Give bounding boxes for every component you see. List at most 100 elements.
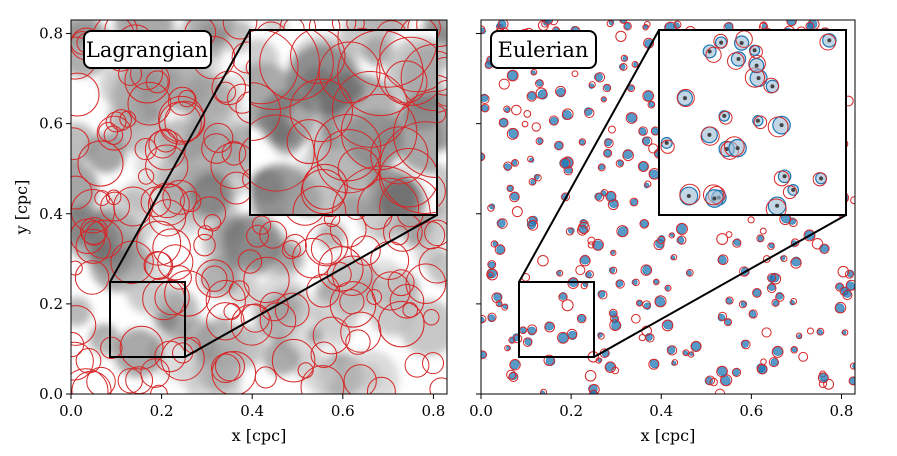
eulerian-red-marker	[709, 377, 718, 387]
eulerian-red-marker	[587, 241, 595, 249]
lagrangian-halo-circle	[274, 292, 310, 328]
eulerian-red-marker	[509, 359, 521, 371]
lagrangian-halo-circle	[366, 289, 383, 305]
eulerian-red-marker	[506, 184, 514, 193]
density-blob	[71, 122, 97, 165]
eulerian-red-marker	[495, 300, 503, 308]
inset-red-marker	[767, 116, 789, 138]
lagrangian-halo-circle	[71, 305, 97, 346]
eulerian-axes-frame	[480, 19, 856, 395]
density-blob	[298, 353, 336, 391]
eulerian-red-marker	[795, 332, 803, 339]
eulerian-red-marker	[767, 242, 775, 250]
lagrangian-halo-circle	[228, 280, 250, 302]
eulerian-red-marker	[668, 232, 675, 239]
eulerian-red-marker	[527, 155, 534, 163]
lagrangian-halo-circle	[153, 128, 178, 153]
lagrangian-label-box: Lagrangian	[83, 30, 212, 69]
eulerian-red-marker	[487, 271, 494, 279]
eulerian-red-marker	[511, 104, 522, 116]
lagrangian-halo-circle	[246, 224, 269, 248]
lagrangian-halo-circle	[259, 220, 288, 249]
lagrangian-x-ticks: 0.0 0.2 0.4 0.6 0.8	[59, 394, 445, 420]
lagrangian-halo-circle	[211, 351, 257, 394]
inset-density-peak	[756, 76, 761, 81]
eulerian-red-marker	[498, 78, 510, 90]
lagrangian-halo-circle	[144, 129, 186, 171]
eulerian-red-marker	[817, 372, 829, 384]
inset-density-peak	[752, 48, 757, 53]
eulerian-red-marker	[644, 180, 652, 188]
lagrangian-halo-circle	[205, 279, 246, 321]
lagrangian-halo-circle	[145, 70, 169, 94]
lagrangian-halo-circle	[297, 362, 314, 379]
eulerian-blue-marker	[539, 390, 546, 394]
inset-density-peak	[735, 146, 740, 151]
eulerian-red-marker	[537, 254, 549, 267]
eulerian-red-marker	[653, 278, 660, 286]
eulerian-red-marker	[619, 62, 628, 71]
eulerian-red-marker	[527, 324, 538, 335]
eulerian-red-marker	[597, 163, 606, 172]
lagrangian-halo-circle	[86, 366, 116, 394]
eulerian-red-marker	[534, 174, 542, 182]
inset-red-marker	[676, 88, 695, 108]
inset-density-peak	[707, 49, 712, 54]
inset-halo-circle	[331, 70, 409, 148]
eulerian-red-marker	[503, 105, 511, 113]
eulerian-red-marker	[642, 90, 655, 102]
eulerian-red-marker	[584, 107, 595, 119]
eulerian-red-marker	[585, 270, 594, 279]
eulerian-red-marker	[732, 238, 742, 248]
lagrangian-y-ticks: 0.0 0.2 0.4 0.6 0.8	[39, 25, 71, 403]
eulerian-red-marker	[841, 329, 849, 336]
lagrangian-halo-circle	[105, 111, 127, 133]
eulerian-red-marker	[731, 367, 742, 378]
eulerian-red-marker	[490, 240, 499, 248]
eulerian-red-marker	[508, 371, 519, 383]
lagrangian-halo-circle	[71, 127, 90, 161]
density-blob	[128, 278, 165, 315]
eulerian-red-marker	[740, 339, 751, 350]
eulerian-red-marker	[705, 375, 716, 386]
eulerian-red-marker	[642, 23, 649, 31]
inset-halo-circle	[250, 30, 320, 110]
inset-halo-circle	[292, 185, 347, 215]
eulerian-red-marker	[622, 149, 634, 162]
y-tick-label: 0.6	[39, 115, 63, 133]
lagrangian-halo-circle	[306, 273, 341, 308]
x-tick-label: 0.0	[59, 402, 83, 420]
eulerian-red-marker	[686, 268, 694, 277]
eulerian-red-marker	[602, 83, 612, 93]
inset-halo-circle	[250, 114, 315, 192]
x-tick-label: 0.2	[150, 402, 174, 420]
eulerian-red-marker	[555, 85, 567, 97]
eulerian-red-marker	[607, 125, 616, 134]
density-blob	[128, 246, 157, 275]
eulerian-red-marker	[648, 143, 659, 154]
inset-density-blob	[340, 30, 397, 59]
inset-red-marker	[727, 52, 745, 70]
inset-density-peak	[775, 203, 780, 208]
x-tick-label: 0.0	[469, 402, 493, 420]
inset-density-peak	[754, 63, 759, 68]
inset-red-marker	[700, 126, 720, 146]
eulerian-red-marker	[657, 235, 666, 245]
eulerian-red-marker	[661, 319, 674, 332]
inset-density-peak	[682, 96, 687, 101]
eulerian-red-marker	[511, 206, 523, 218]
eulerian-red-marker	[786, 20, 797, 27]
density-blob	[113, 328, 163, 378]
lagrangian-halo-circle	[100, 191, 131, 222]
lagrangian-halo-circle	[143, 250, 172, 280]
eulerian-red-marker	[487, 204, 495, 212]
eulerian-red-marker	[819, 243, 830, 254]
eulerian-blue-marker	[481, 27, 486, 35]
eulerian-red-marker	[543, 354, 555, 366]
eulerian-red-marker	[594, 72, 606, 83]
x-tick-label: 0.4	[240, 402, 264, 420]
eulerian-blue-marker	[499, 118, 508, 127]
inset-density-peak	[779, 123, 784, 128]
x-tick-label: 0.8	[830, 402, 854, 420]
eulerian-red-marker	[790, 346, 798, 354]
